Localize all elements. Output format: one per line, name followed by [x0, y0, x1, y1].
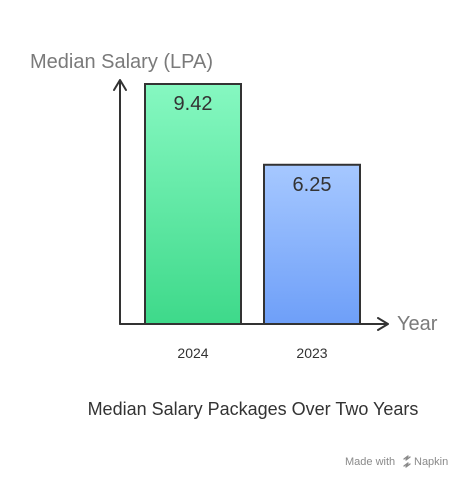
bar-2023: [263, 163, 361, 325]
napkin-brand-text: Napkin: [414, 456, 448, 468]
y-axis-label: Median Salary (LPA): [30, 51, 213, 73]
axes: [113, 79, 389, 331]
x-axis-arrow-icon: [377, 317, 389, 331]
x-tick-label-2024: 2024: [177, 345, 208, 361]
bar-2024: [144, 83, 242, 325]
y-axis-arrow-icon: [113, 79, 127, 91]
chart-title: Median Salary Packages Over Two Years: [88, 399, 419, 419]
value-label-2024: 9.42: [174, 93, 213, 115]
tick-labels: 2024 2023: [177, 345, 327, 361]
value-labels: 9.42 6.25: [174, 93, 332, 196]
bars-group: [144, 83, 361, 325]
napkin-logo-icon: [403, 455, 411, 468]
value-label-2023: 6.25: [293, 174, 332, 196]
footer-credit: Made with Napkin: [345, 455, 448, 468]
made-with-text: Made with: [345, 456, 395, 468]
x-axis-label: Year: [397, 313, 438, 335]
x-tick-label-2023: 2023: [296, 345, 327, 361]
